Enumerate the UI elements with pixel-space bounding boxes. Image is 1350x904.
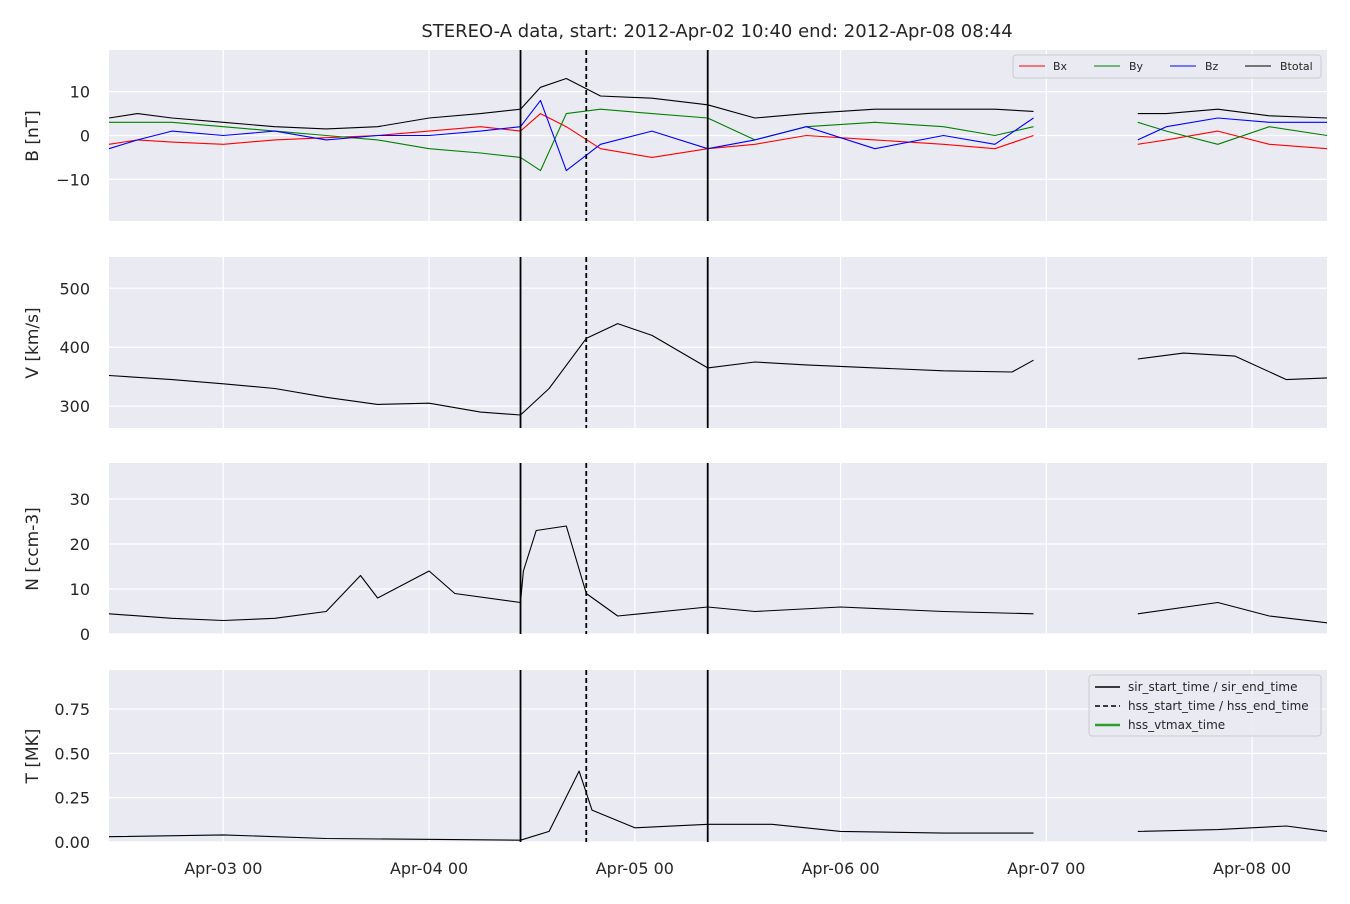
series-b-by xyxy=(109,108,1328,172)
legend-label-hss: hss_start_time / hss_end_time xyxy=(1128,699,1309,713)
panel-t: 0.75 0.50 0.25 0.00 T [MK] sir_start_time /… xyxy=(23,670,1328,852)
series-b-btotal xyxy=(108,77,1328,130)
series-n-line xyxy=(108,525,1328,624)
legend-label-vtmax: hss_vtmax_time xyxy=(1128,718,1225,732)
legend-label-bz: Bz xyxy=(1205,60,1219,73)
ytick-label-n-3: 0 xyxy=(80,625,90,644)
xtick-label-1: Apr-04 00 xyxy=(390,859,468,878)
ytick-label-t-0: 0.75 xyxy=(54,700,90,719)
series-b-bx xyxy=(108,113,1328,158)
panel-n-data xyxy=(108,525,1328,624)
series-t-line xyxy=(108,770,1328,841)
legend-t-frame xyxy=(1088,674,1322,737)
ytick-label-v-1: 400 xyxy=(59,338,90,357)
ytick-label-t-3: 0.00 xyxy=(54,833,90,852)
ytick-label-n-1: 20 xyxy=(70,535,90,554)
xtick-label-2: Apr-05 00 xyxy=(596,859,674,878)
panel-b-event-lines xyxy=(519,50,709,221)
panel-b-data xyxy=(108,77,1328,172)
panel-t-data xyxy=(108,770,1328,841)
ytick-label-b-2: −10 xyxy=(56,170,90,189)
panel-v-ylabel: V [km/s] xyxy=(23,307,43,378)
panel-n: 30 20 10 0 N [ccm-3] xyxy=(23,463,1328,644)
chart-title: STEREO-A data, start: 2012-Apr-02 10:40 … xyxy=(421,21,1012,42)
series-b-bz xyxy=(108,99,1327,172)
ytick-label-b-1: 0 xyxy=(80,127,90,146)
xtick-label-4: Apr-07 00 xyxy=(1007,859,1085,878)
legend-label-sir: sir_start_time / sir_end_time xyxy=(1128,680,1298,694)
panel-t-ylabel: T [MK] xyxy=(23,729,43,785)
panel-n-ylabel: N [ccm-3] xyxy=(23,507,43,591)
panel-v-grid xyxy=(109,257,1327,428)
series-v-line xyxy=(108,323,1328,416)
x-tick-labels: Apr-03 00 Apr-04 00 Apr-05 00 Apr-06 00 Apr-… xyxy=(184,859,1291,878)
panel-v-event-lines xyxy=(519,257,709,428)
ytick-label-n-2: 10 xyxy=(70,580,90,599)
panel-b-ylabel: B [nT] xyxy=(23,110,43,162)
legend-label-btotal: Btotal xyxy=(1280,60,1313,73)
panel-b-ytick-labels: 10 0 −10 xyxy=(56,83,90,190)
ytick-label-b-0: 10 xyxy=(70,83,90,102)
ytick-label-n-0: 30 xyxy=(70,490,90,509)
panel-v-background xyxy=(109,257,1327,428)
panel-t-event-lines xyxy=(519,670,709,842)
panel-n-event-lines xyxy=(519,463,709,634)
legend-label-by: By xyxy=(1129,60,1144,73)
ytick-label-v-0: 500 xyxy=(59,279,90,298)
panel-v-data xyxy=(108,323,1328,416)
panel-b: 10 0 −10 B [nT] Bx By Bz Btotal xyxy=(23,50,1328,221)
panel-t-ytick-labels: 0.75 0.50 0.25 0.00 xyxy=(54,700,90,852)
panel-v-ytick-labels: 500 400 300 xyxy=(59,279,90,416)
legend-label-bx: Bx xyxy=(1053,60,1068,73)
xtick-label-5: Apr-08 00 xyxy=(1213,859,1291,878)
legend-b-frame xyxy=(1012,54,1322,79)
panel-n-grid xyxy=(109,463,1327,635)
xtick-label-3: Apr-06 00 xyxy=(801,859,879,878)
panel-n-background xyxy=(109,463,1327,634)
xtick-label-0: Apr-03 00 xyxy=(184,859,262,878)
panel-v: 500 400 300 V [km/s] xyxy=(23,257,1328,428)
legend-b: Bx By Bz Btotal xyxy=(1012,54,1322,79)
ytick-label-t-1: 0.50 xyxy=(54,744,90,763)
ytick-label-v-2: 300 xyxy=(59,397,90,416)
legend-t: sir_start_time / sir_end_time hss_start_… xyxy=(1088,674,1322,737)
ytick-label-t-2: 0.25 xyxy=(54,789,90,808)
panel-n-ytick-labels: 30 20 10 0 xyxy=(70,490,90,644)
